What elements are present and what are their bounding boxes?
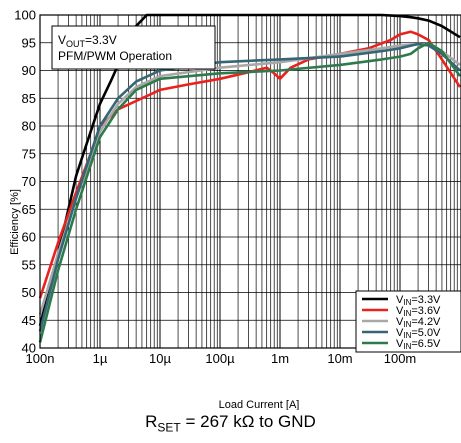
chart-caption: RSET = 267 kΩ to GND (0, 412, 461, 434)
x-tick-label: 1µ (93, 351, 108, 366)
x-tick-label: 1m (271, 351, 289, 366)
y-tick-label: 75 (22, 146, 36, 161)
y-tick-label: 50 (22, 285, 36, 300)
caption-prefix: R (145, 412, 158, 431)
legend-label: VIN=3.6V (396, 305, 441, 318)
chart-axes (39, 14, 461, 349)
annotation-box (51, 25, 216, 70)
y-tick-label: 85 (22, 91, 36, 106)
x-tick-label: 10µ (149, 351, 171, 366)
legend-label: VIN=6.5V (396, 338, 441, 351)
y-tick-label: 95 (22, 35, 36, 50)
operating-condition-annotation: VOUT=3.3V PFM/PWM Operation (51, 25, 216, 70)
legend-label: VIN=5.0V (396, 327, 441, 340)
x-tick-label: 100µ (205, 351, 235, 366)
legend-label: VIN=4.2V (396, 316, 441, 329)
y-tick-label: 45 (22, 313, 36, 328)
y-tick-label: 40 (22, 341, 36, 356)
x-tick-label: 100m (384, 351, 417, 366)
x-axis-label: Load Current [A] (219, 399, 300, 410)
series-layer (38, 13, 461, 343)
y-tick-label: 90 (22, 63, 36, 78)
caption-rest: = 267 kΩ to GND (180, 412, 316, 431)
y-tick-label: 70 (22, 174, 36, 189)
y-tick-label: 65 (22, 202, 36, 217)
mode-annotation: PFM/PWM Operation (58, 49, 172, 63)
y-tick-label: 60 (22, 230, 36, 245)
vout-annotation: VOUT=3.3V (58, 33, 117, 49)
legend-label: VIN=3.3V (396, 294, 441, 307)
y-tick-label: 80 (22, 119, 36, 134)
series-line-vin-5-0v (38, 42, 461, 332)
series-line-vin-6-5v (38, 41, 461, 343)
x-tick-label: 100n (26, 351, 55, 366)
caption-subscript: SET (157, 420, 181, 435)
plot-frame (39, 14, 461, 349)
x-tick-label: 10m (327, 351, 352, 366)
y-axis-label: Efficiency [%] (9, 189, 21, 255)
y-tick-label: 100 (14, 8, 36, 23)
tick-labels: 40 45 50 55 60 65 70 75 80 85 90 95 100 100n 1µ 10µ 100µ… (14, 8, 416, 367)
efficiency-chart: 40 45 50 55 60 65 70 75 80 85 90 95 100 100n 1µ 10µ 100µ… (9, 8, 461, 410)
y-tick-label: 55 (22, 257, 36, 272)
